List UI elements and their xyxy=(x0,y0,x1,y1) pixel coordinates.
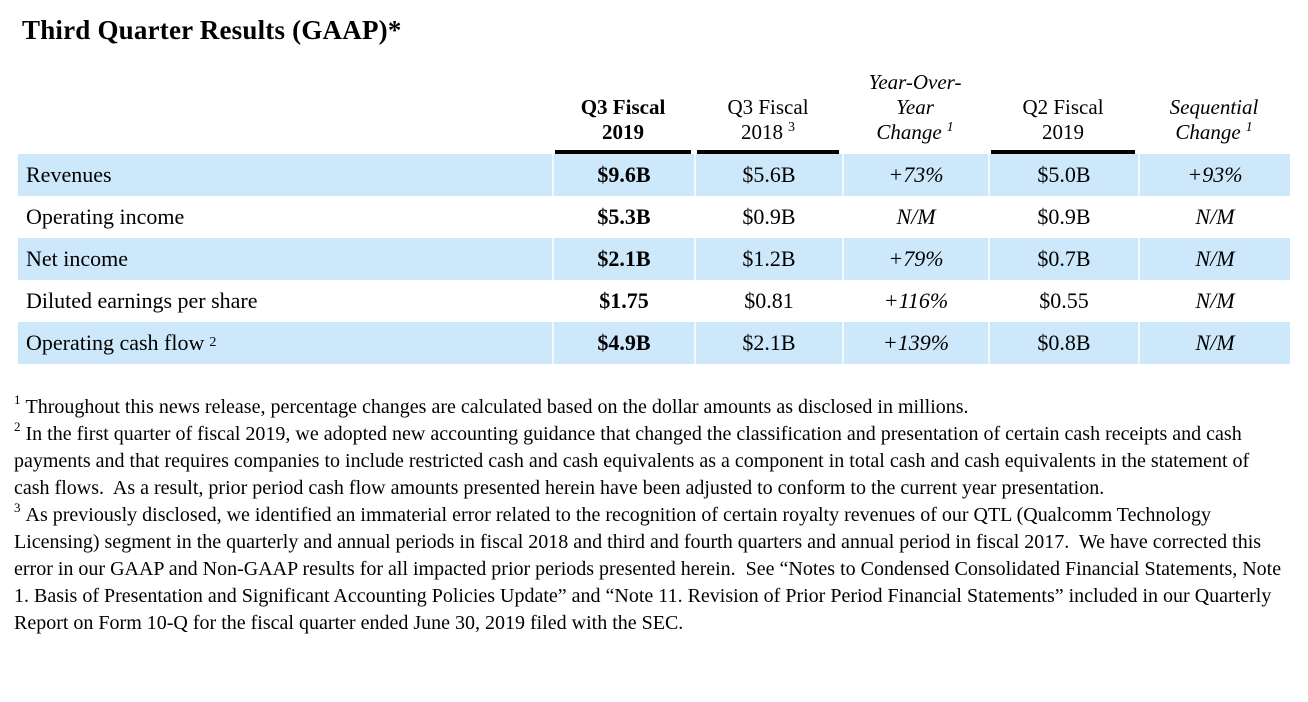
footnote-ref-1: 1 xyxy=(946,120,954,135)
header-line: Q2 Fiscal xyxy=(1022,95,1104,119)
table-row-operating-income: Operating income $5.3B $0.9B N/M $0.9B N… xyxy=(18,196,1290,238)
cell-seq-change: N/M xyxy=(1138,196,1290,238)
table-header-row: Q3 Fiscal 2019 Q3 Fiscal 2018 3 Year-Over… xyxy=(18,68,1290,154)
cell-q2fy19: $0.55 xyxy=(988,280,1138,322)
page-title: Third Quarter Results (GAAP)* xyxy=(22,15,402,45)
table-row-net-income: Net income $2.1B $1.2B +79% $0.7B N/M xyxy=(18,238,1290,280)
header-cell-q3-fiscal-2018: Q3 Fiscal 2018 3 xyxy=(694,68,842,154)
header-line: Q3 Fiscal xyxy=(580,95,666,119)
header-line: Change 1 xyxy=(876,120,954,144)
header-cell-metric xyxy=(18,68,552,154)
table-row-diluted-eps: Diluted earnings per share $1.75 $0.81 +… xyxy=(18,280,1290,322)
cell-yoy-change: +139% xyxy=(842,322,988,364)
row-label: Operating income xyxy=(26,204,185,229)
cell-seq-change: N/M xyxy=(1138,238,1290,280)
footnote-text: As previously disclosed, we identified a… xyxy=(14,504,1287,634)
footnote-marker: 2 xyxy=(14,419,21,434)
cell-seq-change: N/M xyxy=(1138,322,1290,364)
table-row-revenues: Revenues $9.6B $5.6B +73% $5.0B +93% xyxy=(18,154,1290,196)
cell-q3fy18: $0.9B xyxy=(694,196,842,238)
cell-q3fy18: $1.2B xyxy=(694,238,842,280)
table-row-operating-cash-flow: Operating cash flow 2 $4.9B $2.1B +139% $… xyxy=(18,322,1290,364)
footnote-2: 2 In the first quarter of fiscal 2019, we… xyxy=(14,419,1284,502)
header-cell-q3-fiscal-2019: Q3 Fiscal 2019 xyxy=(552,68,694,154)
header-line: 2019 xyxy=(1042,120,1084,144)
header-cell-year-over-year-change: Year-Over- Year Change 1 xyxy=(842,68,988,154)
row-label: Revenues xyxy=(26,162,112,187)
header-line: 2019 xyxy=(602,120,644,144)
header-line: 2018 3 xyxy=(741,120,795,144)
footnote-text: Throughout this news release, percentage… xyxy=(25,396,969,418)
header-line: Change 1 xyxy=(1175,120,1253,144)
cell-q3fy18: $0.81 xyxy=(694,280,842,322)
footnote-marker: 1 xyxy=(14,392,21,407)
row-label: Operating cash flow 2 xyxy=(26,330,217,355)
cell-yoy-change: +79% xyxy=(842,238,988,280)
header-line: Q3 Fiscal xyxy=(727,95,809,119)
header-cell-q2-fiscal-2019: Q2 Fiscal 2019 xyxy=(988,68,1138,154)
cell-yoy-change: +73% xyxy=(842,154,988,196)
footnote-marker: 3 xyxy=(14,500,21,515)
document-page: Third Quarter Results (GAAP)* Q3 Fiscal … xyxy=(0,16,1308,702)
cell-q3fy19: $9.6B xyxy=(552,154,694,196)
footnote-1: 1 Throughout this news release, percentag… xyxy=(14,392,1284,421)
footnotes-section: 1 Throughout this news release, percentag… xyxy=(14,392,1287,637)
footnote-text: In the first quarter of fiscal 2019, we … xyxy=(14,423,1255,499)
footnote-3: 3 As previously disclosed, we identified … xyxy=(14,500,1287,637)
cell-q3fy19: $2.1B xyxy=(552,238,694,280)
cell-q2fy19: $0.7B xyxy=(988,238,1138,280)
row-label: Net income xyxy=(26,246,129,271)
cell-q2fy19: $0.8B xyxy=(988,322,1138,364)
cell-q3fy18: $5.6B xyxy=(694,154,842,196)
footnote-ref-3: 3 xyxy=(788,120,795,135)
cell-q3fy19: $1.75 xyxy=(552,280,694,322)
cell-seq-change: N/M xyxy=(1138,280,1290,322)
cell-yoy-change: N/M xyxy=(842,196,988,238)
cell-yoy-change: +116% xyxy=(842,280,988,322)
header-line: Sequential xyxy=(1169,95,1259,119)
cell-q2fy19: $0.9B xyxy=(988,196,1138,238)
results-table: Q3 Fiscal 2019 Q3 Fiscal 2018 3 Year-Over… xyxy=(18,68,1290,364)
row-label: Diluted earnings per share xyxy=(26,288,258,313)
cell-q3fy19: $5.3B xyxy=(552,196,694,238)
cell-q2fy19: $5.0B xyxy=(988,154,1138,196)
cell-q3fy19: $4.9B xyxy=(552,322,694,364)
cell-seq-change: +93% xyxy=(1138,154,1290,196)
cell-q3fy18: $2.1B xyxy=(694,322,842,364)
header-cell-sequential-change: Sequential Change 1 xyxy=(1138,68,1290,154)
header-line: Year xyxy=(896,95,934,119)
header-line: Year-Over- xyxy=(868,70,962,94)
footnote-ref-1: 1 xyxy=(1245,120,1253,135)
